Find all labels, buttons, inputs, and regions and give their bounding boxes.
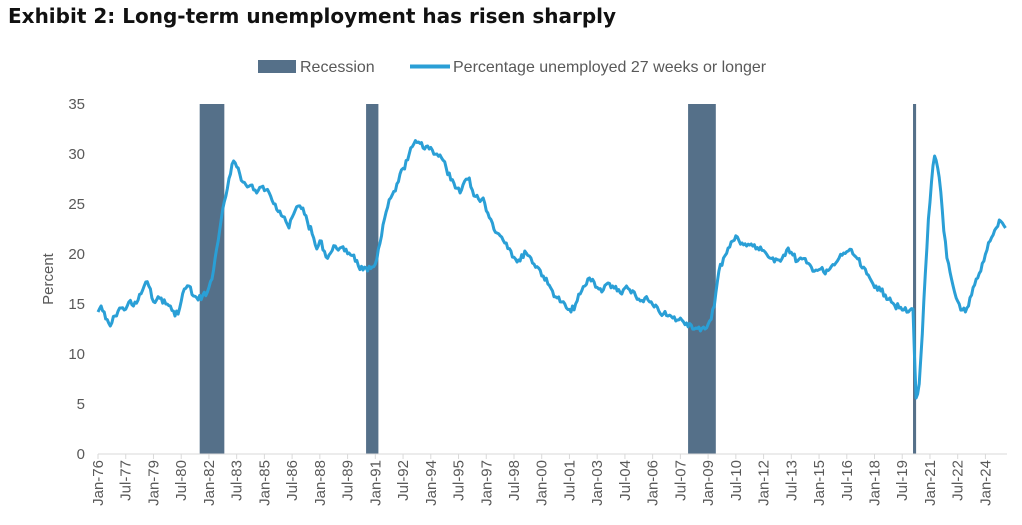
x-tick-label: Jul-16 <box>839 460 856 501</box>
y-axis-title: Percent <box>40 252 57 305</box>
x-tick-label: Jul-98 <box>506 460 523 501</box>
x-tick-label: Jul-89 <box>340 460 357 501</box>
x-tick-label: Jan-91 <box>367 460 384 506</box>
x-tick-label: Jan-97 <box>478 460 495 506</box>
x-tick-label: Jul-80 <box>173 460 190 501</box>
x-tick-label: Jul-95 <box>451 460 468 501</box>
x-tick-label: Jan-21 <box>922 460 939 506</box>
x-tick-label: Jan-94 <box>423 460 440 506</box>
x-tick-label: Jul-04 <box>617 460 634 501</box>
y-tick-label: 20 <box>68 246 85 263</box>
x-tick-label: Jan-88 <box>312 460 329 506</box>
x-tick-label: Jan-76 <box>90 460 107 506</box>
y-axis-title-group: Percent <box>40 252 57 305</box>
x-tick-label: Jan-24 <box>977 460 994 506</box>
x-tick-label: Jan-06 <box>645 460 662 506</box>
x-tick-label: Jan-85 <box>256 460 273 506</box>
x-tick-label: Jan-82 <box>201 460 218 506</box>
recession-bar-1 <box>366 104 379 454</box>
y-tick-label: 35 <box>68 96 85 113</box>
legend-line-label: Percentage unemployed 27 weeks or longer <box>453 59 767 76</box>
x-tick-label: Jan-15 <box>811 460 828 506</box>
chart-title: Exhibit 2: Long-term unemployment has ri… <box>8 4 617 28</box>
series-line-long-term-unemployment <box>96 139 1007 400</box>
x-tick-label: Jul-83 <box>229 460 246 501</box>
x-tick-label: Jan-12 <box>756 460 773 506</box>
recession-bar-3 <box>913 104 917 454</box>
x-tick-label: Jul-10 <box>728 460 745 501</box>
y-tick-label: 10 <box>68 346 85 363</box>
recession-bars <box>199 104 917 454</box>
x-tick-label: Jul-01 <box>561 460 578 501</box>
y-tick-label: 25 <box>68 196 85 213</box>
x-tick-label: Jul-86 <box>284 460 301 501</box>
x-tick-label: Jan-09 <box>700 460 717 506</box>
y-tick-label: 0 <box>77 446 85 463</box>
axes: 0 5 10 15 20 25 30 35 Jan-76 Jul-77 Jan-79 Jul-80 Ja… <box>68 96 1007 506</box>
y-tick-label: 30 <box>68 146 85 163</box>
legend-recession-swatch <box>258 60 296 73</box>
x-tick-label: Jul-92 <box>395 460 412 501</box>
x-tick-label: Jul-77 <box>118 460 135 501</box>
y-tick-label: 15 <box>68 296 85 313</box>
y-tick-label: 5 <box>77 396 85 413</box>
x-tick-label: Jul-13 <box>783 460 800 501</box>
legend: Recession Percentage unemployed 27 weeks… <box>258 59 767 76</box>
x-tick-label: Jan-79 <box>145 460 162 506</box>
x-tick-label: Jul-19 <box>894 460 911 501</box>
x-tick-label: Jan-03 <box>589 460 606 506</box>
x-tick-label: Jan-18 <box>867 460 884 506</box>
recession-bar-2 <box>688 104 716 454</box>
x-tick-label: Jan-00 <box>534 460 551 506</box>
x-tick-label: Jul-22 <box>950 460 967 501</box>
x-tick-label: Jul-07 <box>672 460 689 501</box>
series-line-group <box>96 139 1007 400</box>
legend-recession-label: Recession <box>300 59 375 76</box>
